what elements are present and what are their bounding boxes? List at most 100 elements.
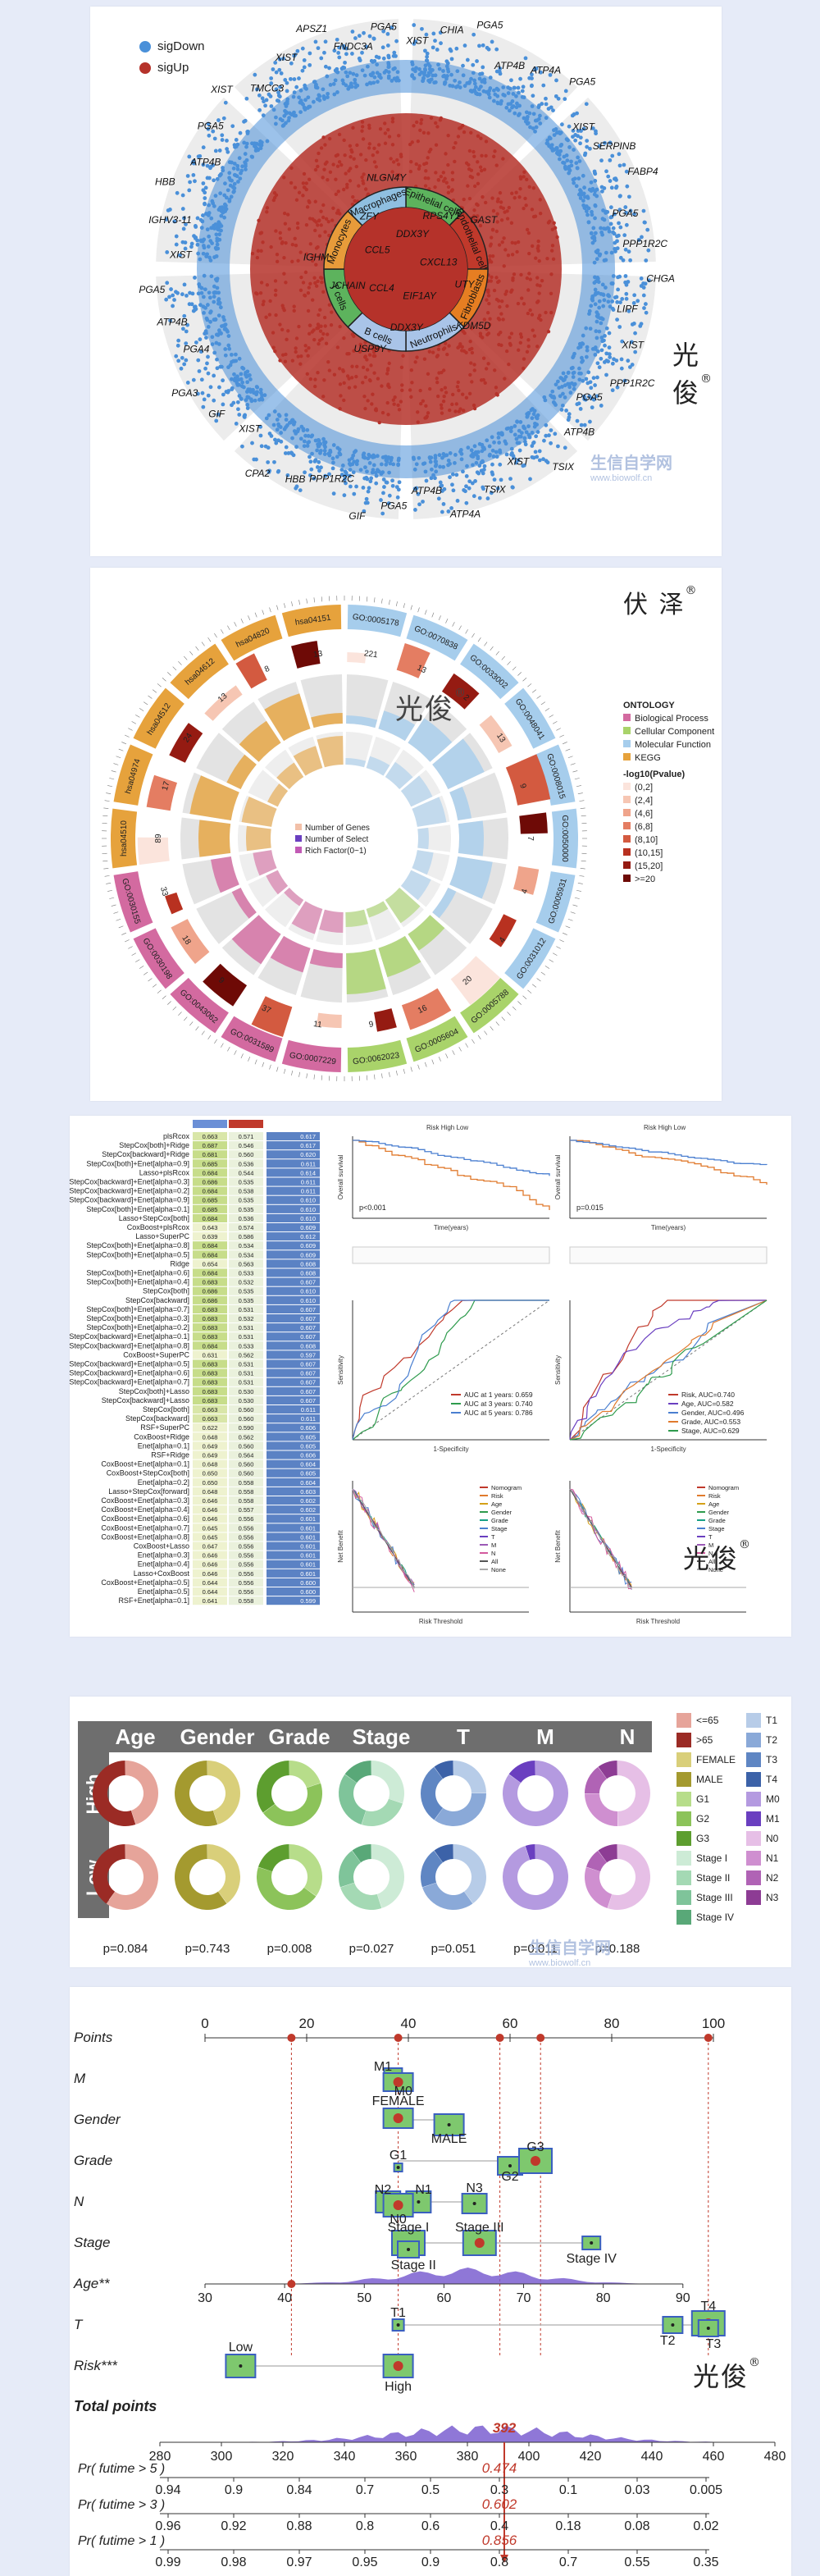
term-band xyxy=(133,928,184,989)
ontology-swatch xyxy=(623,753,631,760)
prob-tick-label: 0.9 xyxy=(421,2555,440,2569)
sigdown-point xyxy=(193,235,198,240)
gene-label-outer: IGHV3-11 xyxy=(148,214,191,226)
sigdown-point xyxy=(323,64,328,69)
axis-tick xyxy=(195,646,199,651)
sigdown-point xyxy=(281,56,286,61)
mean-bar xyxy=(266,1150,320,1159)
sigdown-point xyxy=(481,65,485,70)
c1-value: 0.686 xyxy=(203,1297,218,1304)
pvalue-swatch xyxy=(623,822,631,829)
dca2-legend-label: T xyxy=(708,1533,713,1541)
sigdown-point xyxy=(308,473,312,477)
sigdown-point xyxy=(412,23,417,27)
count-label: 9 xyxy=(216,975,226,985)
sigdown-point xyxy=(413,39,418,44)
gene-count-bar xyxy=(311,713,343,728)
rich-factor-bar xyxy=(412,797,447,827)
gene-count-bar xyxy=(211,856,239,893)
sigdown-point xyxy=(331,491,336,496)
sigdown-point xyxy=(237,413,242,417)
c2-cell xyxy=(229,1359,263,1368)
axis-tick xyxy=(389,1071,390,1077)
sigdown-point xyxy=(547,433,551,438)
sigdown-point xyxy=(472,494,476,499)
sigdown-point xyxy=(208,166,212,171)
center-legend-swatch xyxy=(295,847,302,853)
age-tick-label: 60 xyxy=(437,2291,452,2305)
sigdown-point xyxy=(591,376,596,381)
mean-bar xyxy=(266,1532,320,1541)
sigdown-point xyxy=(224,390,229,394)
sigdown-point xyxy=(381,491,385,496)
axis-tick xyxy=(111,770,116,773)
c2-value: 0.535 xyxy=(239,1297,254,1304)
clinical-header-bar xyxy=(78,1721,652,1752)
gene-label-outer: PPP1R2C xyxy=(309,473,354,485)
model-name: Lasso+CoxBoost xyxy=(134,1569,190,1578)
axis-tick xyxy=(452,622,455,627)
axis-tick xyxy=(484,642,488,646)
c2-cell xyxy=(229,1505,263,1514)
sigdown-point xyxy=(608,179,613,183)
axis-tick xyxy=(144,971,148,975)
total-tick-label: 380 xyxy=(457,2450,479,2464)
sigdown-point xyxy=(339,66,344,71)
sigdown-point xyxy=(220,138,225,142)
c2-cell xyxy=(229,1368,263,1377)
model-name: StepCox[backward]+Enet[alpha=0.2] xyxy=(70,1187,189,1195)
sigdown-point xyxy=(477,496,482,500)
model-name: StepCox[backward] xyxy=(125,1296,189,1304)
legend-label: G3 xyxy=(696,1833,709,1844)
sigdown-point xyxy=(258,433,263,438)
axis-tick xyxy=(248,615,251,620)
gene-label-outer: SERPINB xyxy=(593,140,636,152)
sigdown-point xyxy=(172,219,177,224)
c1-value: 0.646 xyxy=(203,1515,218,1523)
legend-label: N2 xyxy=(766,1872,779,1884)
legend-label: N3 xyxy=(766,1892,779,1903)
sigdown-point xyxy=(225,139,229,143)
c1-value: 0.683 xyxy=(203,1279,218,1286)
risk-table-2 xyxy=(569,1246,768,1264)
axis-tick xyxy=(107,785,113,788)
sigdown-point xyxy=(364,496,369,501)
axis-tick xyxy=(131,721,137,724)
axis-tick xyxy=(234,1050,237,1055)
c2-cell xyxy=(229,1432,263,1441)
axis-tick xyxy=(162,995,166,999)
panel-model-survival: plsRcox 0.663 0.571 0.617 StepCox[both]+Ridg… xyxy=(70,1116,791,1637)
legend-label: T2 xyxy=(766,1734,777,1746)
prob-row-label: Pr( futime > 1 ) xyxy=(78,2534,165,2548)
c1-cell xyxy=(193,1350,227,1359)
age-tick-label: 80 xyxy=(596,2291,611,2305)
sigdown-point xyxy=(183,246,188,251)
label-g3: G3 xyxy=(526,2140,544,2154)
panel-nomogram: Points M Gender Grade N Stage Age** T Risk*** Tot… xyxy=(70,1987,791,2576)
c2-cell xyxy=(229,1250,263,1259)
sigdown-point xyxy=(533,450,538,454)
sigdown-point xyxy=(518,76,522,81)
model-name: StepCox[both]+Enet[alpha=0.6] xyxy=(86,1269,189,1277)
sigdown-point xyxy=(604,372,608,377)
gene-label-inner: EIF1AY xyxy=(403,290,436,301)
age-tick-label: 40 xyxy=(277,2291,292,2305)
sigdown-point xyxy=(354,484,358,489)
sigdown-point xyxy=(185,322,190,327)
c1-cell xyxy=(193,1268,227,1277)
pvalue-legend-item: (0,2] xyxy=(623,781,714,794)
c1-cell xyxy=(193,1295,227,1304)
prob-row-label: Pr( futime > 3 ) xyxy=(78,2498,165,2512)
term-band xyxy=(347,1039,408,1072)
sigdown-point xyxy=(180,327,185,331)
sigdown-point xyxy=(617,163,622,168)
c1-cell xyxy=(193,1596,227,1605)
c2-cell xyxy=(229,1569,263,1578)
sigdown-point xyxy=(584,102,589,107)
c1-cell xyxy=(193,1332,227,1341)
dca1-legend-label: Nomogram xyxy=(491,1484,522,1491)
legend-label: MALE xyxy=(696,1774,723,1785)
sigdown-point xyxy=(211,129,216,134)
sigdown-point xyxy=(530,72,534,77)
sigdown-point xyxy=(276,98,281,103)
